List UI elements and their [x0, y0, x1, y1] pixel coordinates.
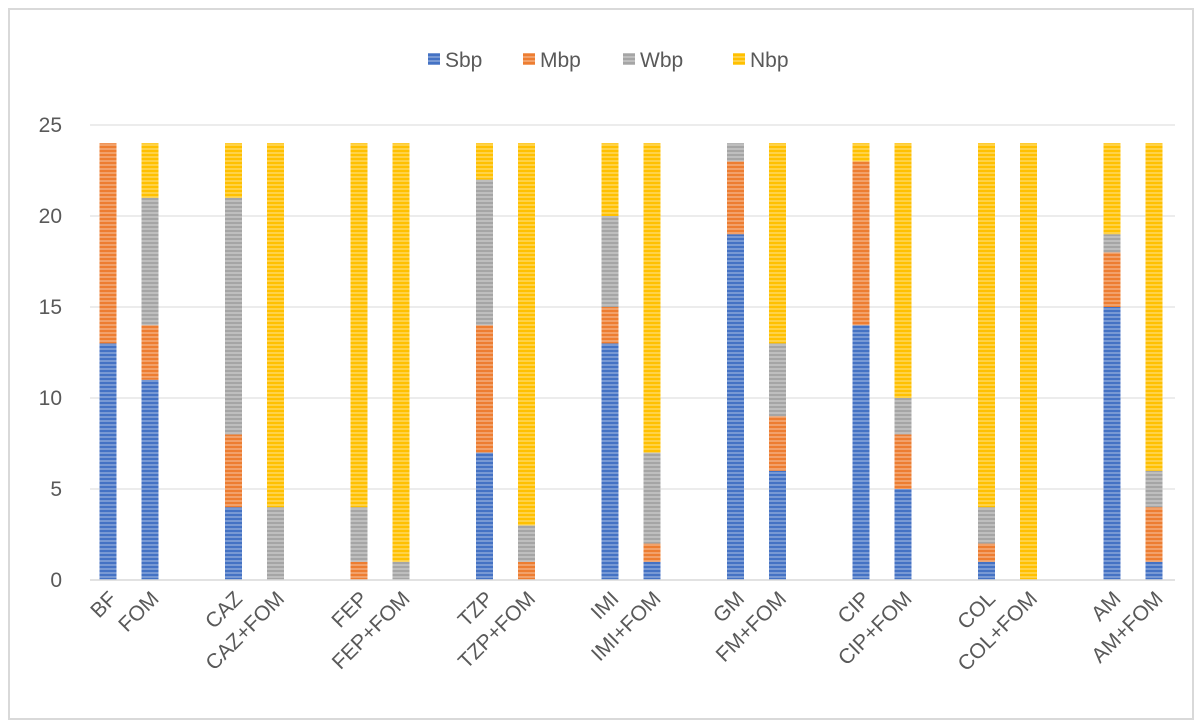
legend-swatch-texture [623, 53, 635, 65]
bar-segment-texture [978, 561, 995, 580]
bar-segment-texture [225, 197, 242, 435]
bar-segment-texture [141, 143, 159, 198]
bar-segment-texture [392, 143, 410, 562]
x-tick-label: FOM [114, 587, 163, 636]
bar-segment-texture [350, 507, 368, 562]
bar-segment-texture [1145, 507, 1163, 562]
bar-segment-texture [141, 197, 159, 326]
bar-segment-texture [769, 143, 786, 344]
bar-segment-texture [1103, 307, 1121, 580]
x-tick-label: TZP+FOM [454, 587, 540, 673]
bar-segment-texture [99, 143, 117, 344]
bar-segment-texture [350, 143, 368, 508]
bar-segment-texture [476, 452, 493, 580]
y-tick-label: 5 [50, 478, 62, 501]
bar-segment-texture [1103, 252, 1121, 307]
bar-segment-texture [518, 143, 535, 526]
legend: Sbp Mbp Wbp Nbp [428, 49, 789, 72]
bar-segment-texture [852, 143, 870, 162]
bar-segment-texture [1145, 561, 1163, 580]
bar-segment-texture [727, 234, 744, 580]
bar-segment-texture [894, 143, 912, 398]
bar-segment-texture [518, 525, 535, 562]
bar-segment-texture [141, 325, 159, 380]
bar-segment-texture [518, 561, 535, 580]
y-tick-label: 20 [39, 205, 62, 228]
chart-frame [8, 8, 1194, 720]
bar-segment-texture [601, 143, 619, 216]
bar-segment-texture [476, 143, 493, 180]
bar-segment-texture [852, 161, 870, 326]
bar-segment-texture [852, 325, 870, 580]
bar-segment-texture [350, 561, 368, 580]
y-tick-label: 0 [50, 569, 62, 592]
bar-segment-texture [1020, 143, 1037, 580]
bar-segment-texture [1103, 143, 1121, 235]
bar-segment-texture [141, 379, 159, 580]
legend-swatch-texture [428, 53, 440, 65]
bar-segment-texture [643, 452, 661, 544]
bar-segment-texture [601, 216, 619, 307]
bar-segment-texture [392, 561, 410, 580]
gridlines [90, 124, 1175, 490]
bar-segment-texture [601, 307, 619, 344]
bar-segment-texture [225, 434, 242, 508]
y-tick-label: 10 [39, 387, 62, 410]
bar-segment-texture [476, 325, 493, 453]
bar-segment-texture [267, 507, 284, 580]
bar-segment-texture [894, 434, 912, 489]
bar-segment-texture [769, 416, 786, 471]
bar-segment-texture [894, 398, 912, 435]
bar-segment-texture [978, 543, 995, 562]
bar-segment-texture [99, 343, 117, 580]
bar-segment-texture [643, 543, 661, 562]
bar-segment-texture [601, 343, 619, 580]
bar-segment-texture [769, 343, 786, 417]
legend-label-nbp: Nbp [750, 49, 789, 72]
bar-segment-texture [727, 143, 744, 162]
legend-label-wbp: Wbp [640, 49, 683, 72]
y-tick-label: 15 [39, 296, 62, 319]
bar-segment-texture [727, 161, 744, 235]
bar-segment-texture [978, 507, 995, 544]
bar-segment-texture [476, 179, 493, 326]
bar-segment-texture [1145, 470, 1163, 508]
bar-segment-texture [225, 507, 242, 580]
legend-swatch-texture [523, 53, 535, 65]
y-tick-label: 25 [39, 114, 62, 137]
bar-segment-texture [894, 489, 912, 580]
bar-segment-texture [643, 561, 661, 580]
bar-segment-texture [1103, 234, 1121, 253]
bars [99, 143, 1163, 580]
bar-segment-texture [267, 143, 284, 508]
y-axis-ticks: 0 5 10 15 20 25 [39, 114, 62, 592]
legend-label-sbp: Sbp [445, 49, 482, 72]
legend-label-mbp: Mbp [540, 49, 581, 72]
bar-segment-texture [225, 143, 242, 198]
bar-segment-texture [643, 143, 661, 453]
bar-segment-texture [769, 470, 786, 580]
bar-segment-texture [978, 143, 995, 508]
legend-swatch-texture [733, 53, 745, 65]
bar-segment-texture [1145, 143, 1163, 471]
